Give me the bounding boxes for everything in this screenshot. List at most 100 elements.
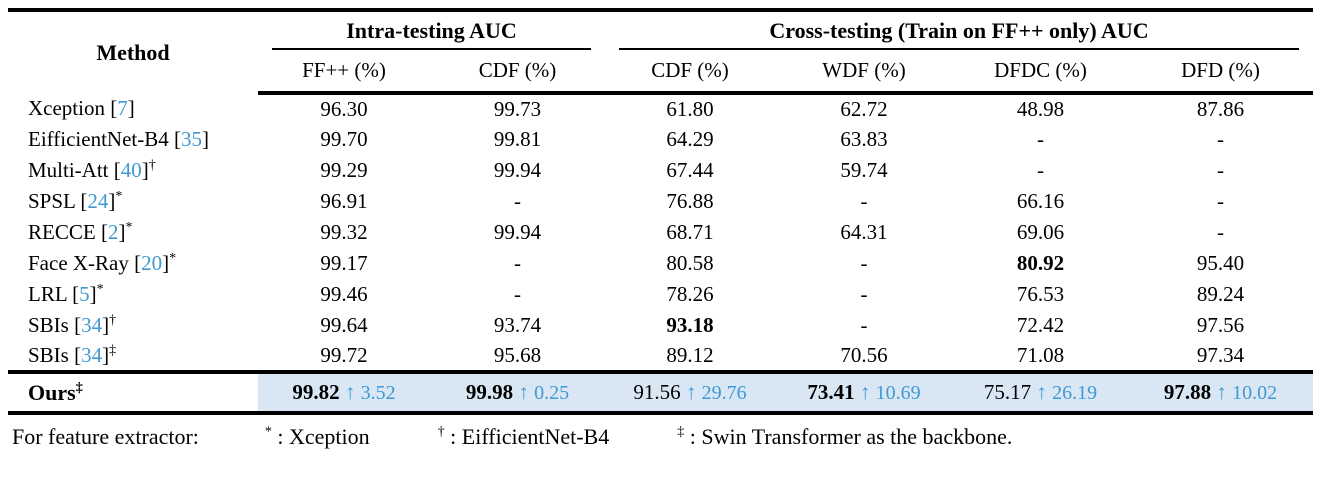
results-table: Method Intra-testing AUC Cross-testing (… (8, 8, 1314, 415)
paper-table-figure: Method Intra-testing AUC Cross-testing (… (8, 8, 1314, 450)
improvement-delta: 29.76 (701, 382, 747, 404)
backbone-marker: * (125, 220, 133, 235)
citation-link[interactable]: 2 (107, 220, 119, 244)
value-cell: 67.44 (666, 158, 714, 182)
table-row: EifficientNet-B4 [35] 99.70 99.81 64.29 63.8… (8, 124, 1313, 155)
value-cell: 99.72 (258, 341, 430, 374)
value-cell: 70.56 (775, 341, 953, 374)
value-cell: - (860, 251, 868, 275)
table-row: Xception [7] 96.30 99.73 61.80 62.72 48.98 87.… (8, 93, 1313, 124)
table-row: SBIs [34]† 99.64 93.74 93.18 - 72.42 97.56 (8, 310, 1313, 341)
footnote: For feature extractor: * : Xception † : E… (8, 424, 1313, 450)
col-group-intra-testing: Intra-testing AUC (258, 10, 605, 50)
value-cell: - (1217, 158, 1224, 182)
backbone-marker: † (148, 158, 156, 173)
value-cell: - (860, 282, 868, 306)
value-cell: 68.71 (666, 220, 714, 244)
up-arrow-icon: ↑ (680, 380, 702, 404)
ours-value-cell: 91.56 ↑ 29.76 (605, 372, 775, 415)
method-name: EifficientNet-B4 (28, 127, 169, 151)
value-cell: 99.70 (320, 127, 368, 151)
citation-link[interactable]: 34 (81, 343, 103, 367)
value-cell: 80.92 (1016, 251, 1065, 275)
method-cell: Face X-Ray [20]* (28, 251, 177, 275)
method-name: SPSL (28, 189, 76, 213)
method-name: LRL (28, 282, 67, 306)
marker-symbol: ‡ (677, 424, 685, 440)
up-arrow-icon: ↑ (1031, 380, 1053, 404)
backbone-marker: ‡ (109, 343, 117, 358)
citation-link[interactable]: 24 (87, 189, 109, 213)
col-subheader: WDF (%) (775, 50, 953, 95)
table-row: RECCE [2]* 99.32 99.94 68.71 64.31 69.06 - (8, 217, 1313, 248)
table-row: Face X-Ray [20]* 99.17 - 80.58 - 80.92 95.40 (8, 248, 1313, 279)
method-cell: Xception [7] (28, 96, 135, 120)
citation-link[interactable]: 7 (117, 96, 128, 120)
table-row: Multi-Att [40]† 99.29 99.94 67.44 59.74 - - (8, 155, 1313, 186)
value-cell: 99.94 (493, 220, 542, 244)
method-cell: LRL [5]* (28, 282, 104, 306)
value-cell: 62.72 (840, 97, 888, 121)
method-name: Multi-Att (28, 158, 109, 182)
value-cell: 80.58 (666, 251, 714, 275)
value-cell: 61.80 (666, 97, 714, 121)
value-cell: 87.86 (1196, 97, 1245, 121)
value-cell: 99.32 (320, 220, 368, 244)
ours-value-cell: 75.17 ↑ 26.19 (953, 372, 1128, 415)
improvement-delta: 0.25 (534, 382, 570, 404)
citation-link[interactable]: 34 (81, 313, 103, 337)
value-cell: - (1037, 127, 1044, 151)
ours-value-cell: 73.41 ↑ 10.69 (775, 372, 953, 415)
value-cell: 99.94 (493, 158, 542, 182)
col-group-cross-testing: Cross-testing (Train on FF++ only) AUC (605, 10, 1313, 50)
method-name: Xception (28, 96, 105, 120)
marker-symbol: * (264, 424, 272, 440)
footnote-entry: ‡ : Swin Transformer as the backbone. (677, 424, 1013, 449)
ours-value: 97.88 (1163, 380, 1212, 404)
improvement-delta: 10.02 (1232, 382, 1278, 404)
value-cell: 99.29 (320, 158, 368, 182)
value-cell: 76.53 (1016, 282, 1065, 306)
citation-link[interactable]: 40 (120, 158, 142, 182)
improvement-delta: 26.19 (1052, 382, 1098, 404)
ours-value: 91.56 (633, 380, 681, 404)
ours-value-cell: 99.82 ↑ 3.52 (258, 372, 430, 415)
backbone-marker: † (109, 313, 117, 328)
marker-symbol: † (437, 424, 445, 440)
ours-value: 99.82 (292, 380, 340, 404)
value-cell: 78.26 (666, 282, 714, 306)
backbone-marker: ‡ (75, 380, 83, 396)
method-cell: EifficientNet-B4 [35] (28, 127, 209, 151)
value-cell: 97.56 (1196, 313, 1245, 337)
value-cell: 99.64 (320, 313, 368, 337)
citation-link[interactable]: 5 (79, 282, 90, 306)
method-name: SBIs (28, 343, 69, 367)
value-cell: 48.98 (1016, 97, 1065, 121)
method-cell: RECCE [2]* (28, 220, 133, 244)
value-cell: 72.42 (1016, 313, 1065, 337)
ours-value: 73.41 (807, 380, 855, 404)
value-cell: - (1217, 220, 1224, 244)
value-cell: 93.74 (493, 313, 542, 337)
value-cell: 99.17 (320, 251, 368, 275)
ours-row: Ours‡ 99.82 ↑ 3.52 99.98 ↑ 0.25 91.56 ↑ 29.… (8, 372, 1314, 415)
ours-value-cell: 97.88 ↑ 10.02 (1128, 372, 1314, 415)
col-subheader: DFD (%) (1128, 50, 1314, 95)
subheader-row: FF++ (%) CDF (%) CDF (%) WDF (%) DFDC (%) DFD… (8, 50, 1314, 95)
value-cell: 66.16 (1016, 189, 1065, 213)
value-cell: 97.34 (1128, 341, 1314, 374)
method-cell: Ours‡ (8, 372, 258, 415)
backbone-marker: * (169, 251, 177, 266)
value-cell: 96.30 (320, 97, 368, 121)
improvement-delta: 10.69 (875, 382, 921, 404)
up-arrow-icon: ↑ (513, 380, 535, 404)
method-cell: SBIs [34]‡ (8, 341, 258, 374)
citation-link[interactable]: 35 (181, 127, 202, 151)
value-cell: 89.12 (605, 341, 775, 374)
value-cell: 64.31 (840, 220, 888, 244)
value-cell: - (860, 313, 868, 337)
table-row: SBIs [34]‡ 99.72 95.68 89.12 70.56 71.08 97.34 (8, 341, 1314, 374)
value-cell: 95.68 (430, 341, 605, 374)
value-cell: 99.46 (320, 282, 368, 306)
citation-link[interactable]: 20 (141, 251, 163, 275)
